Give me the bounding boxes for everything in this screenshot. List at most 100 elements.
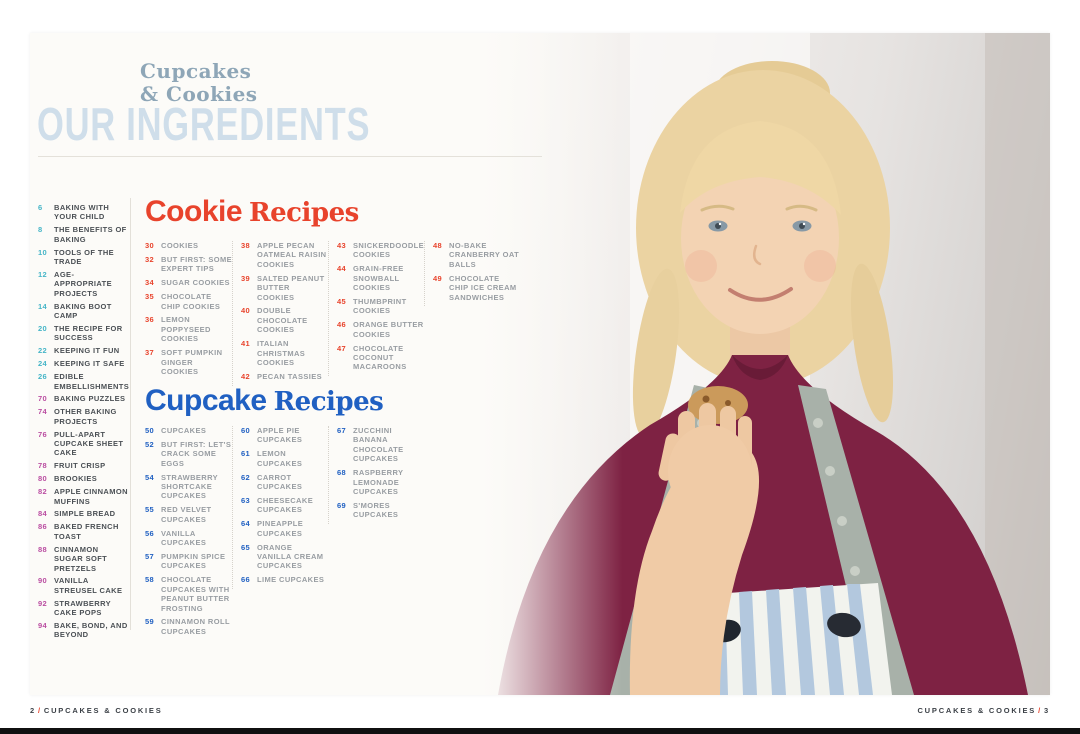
toc-item[interactable]: 46 ORANGE BUTTER COOKIES xyxy=(337,320,424,339)
toc-item[interactable]: 88 CINNAMON SUGAR SOFT PRETZELS xyxy=(38,545,128,573)
toc-item-label: BUT FIRST: SOME EXPERT TIPS xyxy=(161,254,232,274)
toc-item[interactable]: 58 CHOCOLATE CUPCAKES WITH PEANUT BUTTER … xyxy=(145,575,232,613)
toc-item[interactable]: 50 CUPCAKES xyxy=(145,426,232,435)
toc-item-page-number: 39 xyxy=(241,273,250,283)
toc-item-page-number: 43 xyxy=(337,241,346,250)
toc-item[interactable]: 55 RED VELVET CUPCAKES xyxy=(145,505,232,524)
toc-item[interactable]: 60 APPLE PIE CUPCAKES xyxy=(241,426,328,445)
toc-item-label: CHOCOLATE CUPCAKES WITH PEANUT BUTTER FR… xyxy=(161,575,230,613)
toc-item[interactable]: 40 DOUBLE CHOCOLATE COOKIES xyxy=(241,306,328,334)
toc-item-label: RED VELVET CUPCAKES xyxy=(161,505,212,524)
recipe-column: 30 COOKIES 32 BUT FIRST: SOME EXPERT TIPS 34… xyxy=(145,241,232,381)
toc-item[interactable]: 22 KEEPING IT FUN xyxy=(38,346,128,355)
toc-item[interactable]: 90 VANILLA STREUSEL CAKE xyxy=(38,576,128,595)
toc-item[interactable]: 24 KEEPING IT SAFE xyxy=(38,359,128,368)
toc-item-page-number: 34 xyxy=(145,278,154,288)
cupcake-recipes-columns: 50 CUPCAKES 52 BUT FIRST: LET'S CRACK SOME … xyxy=(145,426,424,641)
toc-item-page-number: 50 xyxy=(145,426,154,435)
toc-item[interactable]: 63 CHEESECAKE CUPCAKES xyxy=(241,496,328,515)
toc-item-page-number: 55 xyxy=(145,505,154,515)
toc-item-page-number: 41 xyxy=(241,339,250,349)
toc-item-label: ORANGE BUTTER COOKIES xyxy=(353,320,424,339)
toc-item[interactable]: 56 VANILLA CUPCAKES xyxy=(145,529,232,548)
toc-item-page-number: 88 xyxy=(38,544,47,554)
toc-item[interactable]: 47 CHOCOLATE COCONUT MACAROONS xyxy=(337,344,424,372)
toc-item[interactable]: 65 ORANGE VANILLA CREAM CUPCAKES xyxy=(241,543,328,571)
toc-item[interactable]: 54 STRAWBERRY SHORTCAKE CUPCAKES xyxy=(145,473,232,501)
toc-item[interactable]: 57 PUMPKIN SPICE CUPCAKES xyxy=(145,552,232,571)
toc-item[interactable]: 84 SIMPLE BREAD xyxy=(38,509,128,518)
toc-item[interactable]: 41 ITALIAN CHRISTMAS COOKIES xyxy=(241,339,328,367)
toc-item-page-number: 76 xyxy=(38,429,47,439)
toc-item[interactable]: 43 SNICKERDOODLE COOKIES xyxy=(337,241,424,260)
toc-item-label: COOKIES xyxy=(161,241,199,250)
toc-item[interactable]: 59 CINNAMON ROLL CUPCAKES xyxy=(145,617,232,636)
toc-item-page-number: 65 xyxy=(241,542,250,552)
toc-item[interactable]: 26 EDIBLE EMBELLISHMENTS xyxy=(38,372,130,391)
toc-item[interactable]: 94 BAKE, BOND, AND BEYOND xyxy=(38,621,128,640)
toc-item[interactable]: 37 SOFT PUMPKIN GINGER COOKIES xyxy=(145,348,232,376)
toc-item-page-number: 42 xyxy=(241,371,250,381)
toc-item-label: EDIBLE EMBELLISHMENTS xyxy=(54,372,130,391)
toc-item[interactable]: 70 BAKING PUZZLES xyxy=(38,394,128,403)
toc-item[interactable]: 39 SALTED PEANUT BUTTER COOKIES xyxy=(241,274,328,302)
toc-item-label: BROOKIES xyxy=(54,474,98,484)
toc-item-page-number: 45 xyxy=(337,297,346,307)
toc-item[interactable]: 45 THUMBPRINT COOKIES xyxy=(337,297,424,316)
toc-item-label: PINEAPPLE CUPCAKES xyxy=(257,519,304,538)
toc-item[interactable]: 14 BAKING BOOT CAMP xyxy=(38,302,128,321)
toc-item[interactable]: 42 PECAN TASSIES xyxy=(241,372,328,381)
heading-word-cupcake: Cupcake xyxy=(145,384,267,417)
toc-item[interactable]: 8 THE BENEFITS OF BAKING xyxy=(38,225,128,244)
toc-item[interactable]: 6 BAKING WITH YOUR CHILD xyxy=(38,203,128,222)
footer-book-title: CUPCAKES & COOKIES xyxy=(43,706,163,715)
toc-item[interactable]: 38 APPLE PECAN OATMEAL RAISIN COOKIES xyxy=(241,241,328,269)
toc-item[interactable]: 76 PULL-APART CUPCAKE SHEET CAKE xyxy=(38,430,128,458)
toc-item[interactable]: 78 FRUIT CRISP xyxy=(38,461,128,470)
toc-item[interactable]: 35 CHOCOLATE CHIP COOKIES xyxy=(145,292,232,311)
toc-item-page-number: 68 xyxy=(337,468,346,478)
toc-item[interactable]: 20 THE RECIPE FOR SUCCESS xyxy=(38,324,128,343)
toc-item[interactable]: 92 STRAWBERRY CAKE POPS xyxy=(38,599,128,618)
toc-item-page-number: 48 xyxy=(433,241,442,250)
toc-item-label: LIME CUPCAKES xyxy=(257,575,325,585)
toc-item-label: CHOCOLATE COCONUT MACAROONS xyxy=(353,343,407,372)
toc-item-page-number: 90 xyxy=(38,576,47,586)
toc-item-page-number: 58 xyxy=(145,575,154,585)
toc-item[interactable]: 68 RASPBERRY LEMONADE CUPCAKES xyxy=(337,468,424,496)
toc-item-page-number: 32 xyxy=(145,254,154,264)
toc-item[interactable]: 52 BUT FIRST: LET'S CRACK SOME EGGS xyxy=(145,440,232,468)
toc-item[interactable]: 66 LIME CUPCAKES xyxy=(241,575,328,584)
toc-item[interactable]: 36 LEMON POPPYSEED COOKIES xyxy=(145,315,232,343)
toc-item[interactable]: 10 TOOLS OF THE TRADE xyxy=(38,248,128,267)
toc-item-label: KEEPING IT SAFE xyxy=(54,359,125,369)
toc-item[interactable]: 34 SUGAR COOKIES xyxy=(145,278,232,287)
toc-item-page-number: 62 xyxy=(241,472,250,482)
toc-item[interactable]: 48 NO-BAKE CRANBERRY OAT BALLS xyxy=(433,241,520,269)
toc-item-label: CUPCAKES xyxy=(161,426,207,435)
toc-item[interactable]: 49 CHOCOLATE CHIP ICE CREAM SANDWICHES xyxy=(433,274,520,302)
toc-item[interactable]: 32 BUT FIRST: SOME EXPERT TIPS xyxy=(145,255,232,274)
toc-item[interactable]: 62 CARROT CUPCAKES xyxy=(241,473,328,492)
toc-item[interactable]: 86 BAKED FRENCH TOAST xyxy=(38,522,128,541)
toc-item-page-number: 22 xyxy=(38,346,47,356)
toc-item[interactable]: 12 AGE-APPROPRIATE PROJECTS xyxy=(38,270,128,298)
brand-title: Cupcakes & Cookies xyxy=(140,60,258,106)
toc-item[interactable]: 64 PINEAPPLE CUPCAKES xyxy=(241,519,328,538)
toc-item-label: APPLE PECAN OATMEAL RAISIN COOKIES xyxy=(257,241,327,269)
girl-with-cookie-photo xyxy=(480,33,1050,695)
toc-item[interactable]: 74 OTHER BAKING PROJECTS xyxy=(38,407,128,426)
toc-item[interactable]: 82 APPLE CINNAMON MUFFINS xyxy=(38,487,128,506)
toc-item-page-number: 14 xyxy=(38,301,47,311)
toc-item[interactable]: 69 S'MORES CUPCAKES xyxy=(337,501,424,520)
footer-left: 2/CUPCAKES & COOKIES xyxy=(30,706,163,715)
toc-item-page-number: 63 xyxy=(241,495,250,505)
toc-item[interactable]: 61 LEMON CUPCAKES xyxy=(241,449,328,468)
toc-item[interactable]: 67 ZUCCHINI BANANA CHOCOLATE CUPCAKES xyxy=(337,426,424,464)
heading-word-recipes: Recipes xyxy=(249,198,359,228)
toc-item[interactable]: 80 BROOKIES xyxy=(38,474,128,483)
toc-item[interactable]: 44 GRAIN-FREE SNOWBALL COOKIES xyxy=(337,264,424,292)
toc-item-page-number: 52 xyxy=(145,439,154,449)
toc-item[interactable]: 30 COOKIES xyxy=(145,241,232,250)
